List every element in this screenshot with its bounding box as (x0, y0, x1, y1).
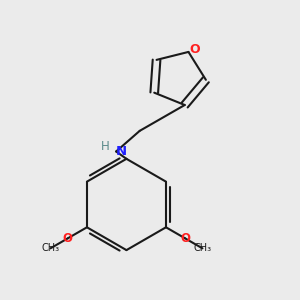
Text: O: O (180, 232, 190, 245)
Text: N: N (115, 145, 126, 158)
Text: H: H (100, 140, 109, 153)
Text: CH₃: CH₃ (194, 243, 211, 253)
Text: O: O (190, 43, 200, 56)
Text: O: O (63, 232, 73, 245)
Text: CH₃: CH₃ (41, 243, 59, 253)
